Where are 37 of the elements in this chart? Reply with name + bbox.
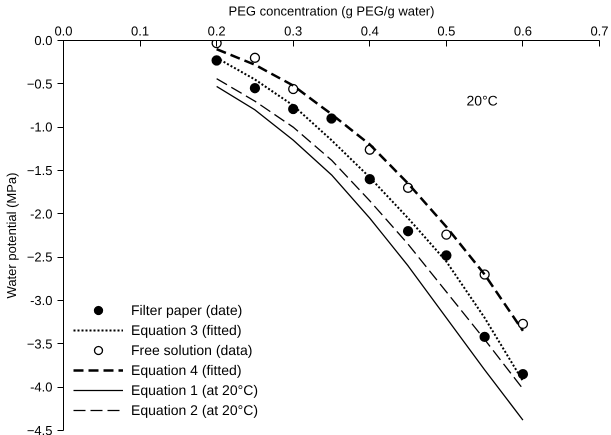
- x-tick-label: 0.4: [360, 24, 379, 38]
- y-tick-label: -4.0: [30, 380, 53, 395]
- y-tick-label: −4.5: [26, 423, 53, 435]
- x-tick-label: 0.1: [131, 24, 150, 38]
- legend-label: Equation 1 (at 20°C): [131, 382, 258, 398]
- legend-label: Filter paper (date): [131, 302, 242, 318]
- point: [479, 332, 490, 342]
- legend-label: Equation 2 (at 20°C): [131, 402, 258, 418]
- annotation: 20°C: [466, 92, 498, 108]
- point: [441, 250, 452, 261]
- point: [518, 318, 528, 330]
- y-tick-label: −3.5: [26, 336, 53, 352]
- point: [211, 55, 222, 66]
- point: [250, 52, 260, 63]
- legend-label: Free solution (data): [131, 342, 252, 358]
- x-tick-label: 0.0: [54, 24, 73, 38]
- point: [402, 226, 414, 236]
- y-tick-label: 0.0: [34, 33, 53, 48]
- point: [211, 40, 222, 48]
- y-tick-label: −0.5: [26, 76, 53, 92]
- point: [250, 83, 260, 94]
- legend-label: Equation 3 (fitted): [131, 322, 242, 338]
- y-tick-label: -1.0: [30, 120, 53, 135]
- x-tick-label: 0.2: [208, 24, 226, 38]
- y-axis-title: Water potential (MPa): [4, 172, 19, 298]
- x-tick-label: 0.7: [590, 24, 609, 38]
- y-tick-label: -3.0: [30, 293, 53, 308]
- y-tick-label: −2.5: [26, 250, 53, 265]
- point: [518, 369, 528, 380]
- x-tick-label: 0.5: [437, 24, 456, 38]
- y-tick-label: −1.5: [26, 163, 53, 178]
- legend-label: Equation 4 (fitted): [131, 362, 242, 378]
- x-tick-label: 0.3: [284, 24, 302, 38]
- x-tick-label: 0.6: [514, 24, 532, 38]
- y-tick-label: -2.0: [30, 206, 53, 222]
- point: [441, 229, 452, 240]
- x-axis-title: PEG concentration (g PEG/g water): [228, 4, 434, 18]
